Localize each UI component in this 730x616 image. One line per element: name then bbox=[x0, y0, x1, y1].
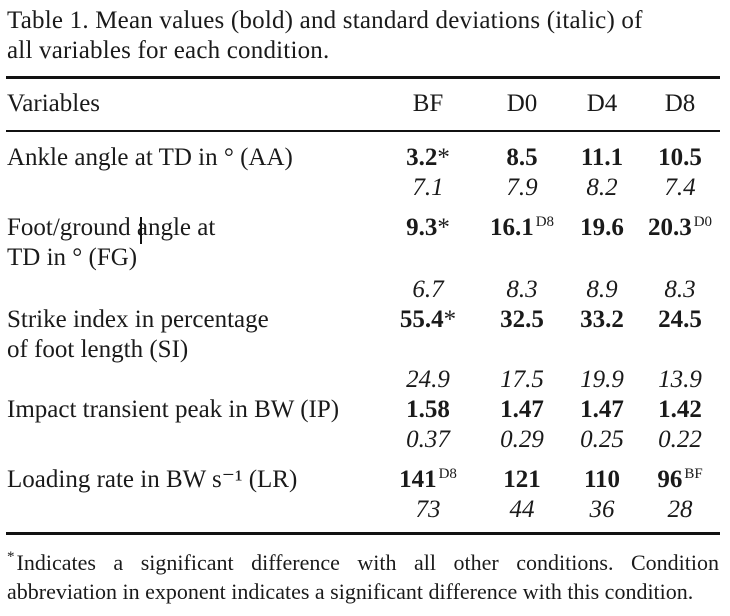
mean-value-d8: 24.5 bbox=[630, 305, 730, 335]
mean-number: 33.2 bbox=[580, 306, 624, 333]
bottom-rule bbox=[6, 532, 720, 535]
mean-number: 121 bbox=[503, 466, 541, 493]
mean-value-d0: 32.5 bbox=[472, 305, 572, 335]
mean-number: 1.58 bbox=[406, 396, 450, 423]
mean-number: 110 bbox=[583, 466, 621, 493]
mean-value-d4: 19.6 bbox=[552, 213, 652, 243]
mean-value-bf: 9.3* bbox=[378, 213, 478, 243]
header-variables: Variables bbox=[7, 90, 101, 117]
sd-value-bf: 6.7 bbox=[412, 276, 444, 303]
sd-value-d4: 36 bbox=[589, 496, 615, 523]
sd-value-d4: 8.9 bbox=[586, 276, 618, 303]
row-label: Strike index in percentage bbox=[7, 306, 269, 333]
sd-value-bf: 24.9 bbox=[406, 366, 450, 393]
mean-value-bf: 141 D8 bbox=[378, 465, 478, 495]
header-d0: D0 bbox=[506, 90, 538, 117]
mean-value-d4: 11.1 bbox=[552, 143, 652, 173]
mean-value-d8: 1.42 bbox=[630, 395, 730, 425]
significance-condition: D0 bbox=[693, 214, 713, 230]
sd-value-bf: 0.37 bbox=[406, 426, 450, 453]
mean-number: 55.4 bbox=[399, 306, 444, 333]
mean-number: 1.42 bbox=[658, 396, 702, 423]
mean-value-d8: 10.5 bbox=[630, 143, 730, 173]
mean-value-bf: 1.58 bbox=[378, 395, 478, 425]
mean-value-d8: 96 BF bbox=[630, 465, 730, 495]
significance-condition: D8 bbox=[535, 214, 555, 230]
sd-value-d4: 8.2 bbox=[586, 174, 618, 201]
mean-value-bf: 3.2* bbox=[378, 143, 478, 173]
header-d4: D4 bbox=[586, 90, 618, 117]
mean-number: 11.1 bbox=[580, 144, 624, 171]
mean-number: 32.5 bbox=[500, 306, 544, 333]
mean-number: 16.1 bbox=[489, 214, 534, 241]
mean-number: 24.5 bbox=[658, 306, 702, 333]
row-label: TD in ° (FG) bbox=[7, 244, 138, 271]
sd-value-d8: 7.4 bbox=[664, 174, 696, 201]
text-cursor bbox=[140, 217, 142, 244]
row-label: Foot/ground angle at bbox=[7, 214, 216, 241]
significance-mark: * bbox=[443, 306, 457, 333]
mean-value-d0: 16.1 D8 bbox=[472, 213, 572, 243]
sd-value-d8: 0.22 bbox=[658, 426, 702, 453]
row-label: Ankle angle at TD in ° (AA) bbox=[7, 144, 293, 171]
header-rule bbox=[6, 130, 720, 132]
table-caption-line-2: all variables for each condition. bbox=[7, 37, 330, 64]
header-d8: D8 bbox=[664, 90, 696, 117]
sd-value-d8: 28 bbox=[667, 496, 693, 523]
mean-value-bf: 55.4* bbox=[378, 305, 478, 335]
mean-number: 96 bbox=[657, 466, 683, 493]
mean-number: 1.47 bbox=[500, 396, 544, 423]
sd-value-bf: 7.1 bbox=[412, 174, 444, 201]
mean-number: 19.6 bbox=[580, 214, 624, 241]
mean-value-d0: 121 bbox=[472, 465, 572, 495]
sd-value-d8: 8.3 bbox=[664, 276, 696, 303]
mean-value-d4: 1.47 bbox=[552, 395, 652, 425]
row-label: Impact transient peak in BW (IP) bbox=[7, 396, 340, 423]
sd-value-d4: 19.9 bbox=[580, 366, 624, 393]
mean-number: 20.3 bbox=[647, 214, 692, 241]
mean-number: 141 bbox=[399, 466, 437, 493]
row-label: Loading rate in BW s⁻¹ (LR) bbox=[7, 466, 298, 493]
mean-number: 8.5 bbox=[506, 144, 538, 171]
sd-value-d0: 0.29 bbox=[500, 426, 544, 453]
significance-mark: * bbox=[437, 214, 450, 241]
row-label: of foot length (SI) bbox=[7, 336, 189, 363]
mean-value-d0: 8.5 bbox=[472, 143, 572, 173]
footnote: *Indicates a significant difference with… bbox=[7, 548, 719, 606]
significance-condition: BF bbox=[684, 466, 703, 482]
sd-value-bf: 73 bbox=[415, 496, 441, 523]
mean-number: 3.2 bbox=[406, 144, 438, 171]
mean-number: 10.5 bbox=[658, 144, 702, 171]
header-bf: BF bbox=[412, 90, 444, 117]
mean-number: 9.3 bbox=[406, 214, 438, 241]
sd-value-d0: 8.3 bbox=[506, 276, 538, 303]
mean-value-d0: 1.47 bbox=[472, 395, 572, 425]
significance-mark: * bbox=[437, 144, 450, 171]
mean-value-d8: 20.3 D0 bbox=[630, 213, 730, 243]
mean-number: 1.47 bbox=[580, 396, 624, 423]
footnote-text: Indicates a significant difference with … bbox=[7, 550, 719, 604]
mean-value-d4: 33.2 bbox=[552, 305, 652, 335]
sd-value-d0: 17.5 bbox=[500, 366, 544, 393]
table-caption-line-1: Table 1. Mean values (bold) and standard… bbox=[7, 7, 643, 34]
top-rule bbox=[6, 76, 720, 79]
sd-value-d0: 7.9 bbox=[506, 174, 538, 201]
significance-condition: D8 bbox=[438, 466, 457, 482]
sd-value-d4: 0.25 bbox=[580, 426, 624, 453]
sd-value-d8: 13.9 bbox=[658, 366, 702, 393]
mean-value-d4: 110 bbox=[552, 465, 652, 495]
sd-value-d0: 44 bbox=[509, 496, 535, 523]
footnote-mark: * bbox=[7, 549, 15, 565]
